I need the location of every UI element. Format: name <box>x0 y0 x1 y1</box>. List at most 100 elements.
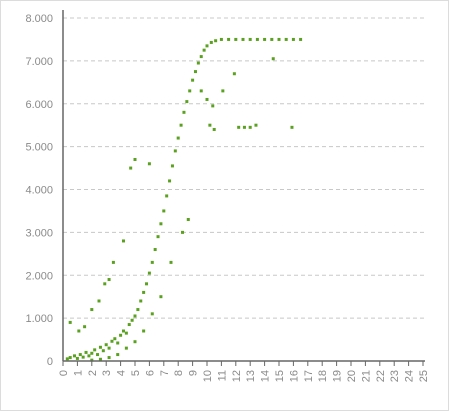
y-tick-label: 3.000 <box>25 227 53 239</box>
scatter-point <box>237 125 241 129</box>
scatter-point <box>165 194 169 198</box>
scatter-point <box>147 162 151 166</box>
scatter-point <box>181 230 185 234</box>
scatter-point <box>68 320 72 324</box>
scatter-point <box>90 358 94 362</box>
scatter-point <box>78 353 82 357</box>
grid-layer <box>63 17 427 319</box>
x-tick-label: 1 <box>72 370 84 376</box>
scatter-point <box>68 356 72 360</box>
scatter-point <box>142 329 146 333</box>
scatter-point <box>90 351 94 355</box>
scatter-point <box>133 157 137 161</box>
scatter-point <box>93 348 97 352</box>
scatter-point <box>208 123 212 127</box>
scatter-point <box>290 125 294 129</box>
scatter-point <box>159 295 163 299</box>
scatter-point <box>219 37 223 41</box>
scatter-point <box>284 37 288 41</box>
scatter-point <box>90 308 94 312</box>
scatter-point <box>111 260 115 264</box>
y-tick-label: 1.000 <box>25 313 53 325</box>
scatter-point <box>173 149 177 153</box>
scatter-point <box>156 235 160 239</box>
scatter-point <box>159 222 163 226</box>
y-tick-label: 2.000 <box>25 270 53 282</box>
scatter-point <box>116 353 120 357</box>
scatter-point <box>142 290 146 294</box>
scatter-point <box>205 97 209 101</box>
x-tick-label: 11 <box>216 370 228 381</box>
scatter-point <box>162 209 166 213</box>
scatter-point <box>179 123 183 127</box>
x-tick-label: 12 <box>231 370 243 382</box>
scatter-point <box>116 341 120 345</box>
scatter-point <box>150 260 154 264</box>
scatter-point <box>212 127 216 131</box>
scatter-point <box>104 343 108 347</box>
scatter-point <box>121 329 125 333</box>
y-tick-label: 0 <box>47 356 53 368</box>
scatter-point <box>83 325 87 329</box>
x-tick-label: 22 <box>375 370 387 382</box>
scatter-point <box>98 357 102 361</box>
scatter-point <box>299 37 303 41</box>
scatter-point <box>147 271 151 275</box>
scatter-point <box>121 239 125 243</box>
scatter-point <box>271 57 275 61</box>
scatter-point <box>170 164 174 168</box>
scatter-point <box>127 323 131 327</box>
scatter-point <box>124 331 128 335</box>
scatter-point <box>214 39 218 43</box>
scatter-point <box>81 355 85 359</box>
scatter-point <box>209 40 213 44</box>
x-tick-label: 23 <box>389 370 401 382</box>
scatter-point <box>248 37 252 41</box>
scatter-point <box>101 349 105 353</box>
scatter-point <box>77 329 81 333</box>
scatter-point <box>169 260 173 264</box>
x-tick-label: 15 <box>274 370 286 382</box>
scatter-point <box>202 48 206 52</box>
scatter-point <box>199 55 203 59</box>
scatter-point <box>150 312 154 316</box>
scatter-point <box>110 339 114 343</box>
scatter-point <box>221 89 225 93</box>
scatter-point <box>130 318 134 322</box>
scatter-point <box>182 110 186 114</box>
x-tick-label: 19 <box>332 370 344 382</box>
scatter-point <box>133 314 137 318</box>
x-tick-label: 8 <box>173 370 185 376</box>
scatter-point <box>87 354 91 358</box>
x-tick-label: 13 <box>245 370 257 382</box>
x-tick-label: 16 <box>288 370 300 382</box>
scatter-point <box>186 218 190 222</box>
scatter-point <box>75 356 79 360</box>
scatter-point <box>263 37 267 41</box>
scatter-point <box>248 125 252 129</box>
scatter-point <box>270 37 274 41</box>
y-tick-label: 8.000 <box>25 13 53 25</box>
scatter-point <box>153 248 157 252</box>
x-tick-label: 3 <box>101 370 113 376</box>
scatter-point <box>232 72 236 76</box>
scatter-point <box>242 125 246 129</box>
y-tick-label: 6.000 <box>25 99 53 111</box>
scatter-point <box>185 100 189 104</box>
scatter-point <box>113 337 117 341</box>
scatter-point <box>107 356 111 360</box>
x-tick-label: 4 <box>116 370 128 376</box>
x-tick-label: 18 <box>317 370 329 382</box>
scatter-point <box>191 78 195 82</box>
scatter-point <box>73 354 77 358</box>
scatter-point <box>241 37 245 41</box>
y-tick-label: 7.000 <box>25 56 53 68</box>
scatter-point <box>107 346 111 350</box>
x-tick-label: 20 <box>346 370 358 382</box>
scatter-point <box>188 89 192 93</box>
x-tick-label: 0 <box>58 370 70 376</box>
x-tick-label: 10 <box>202 370 214 382</box>
x-tick-label: 9 <box>188 370 200 376</box>
